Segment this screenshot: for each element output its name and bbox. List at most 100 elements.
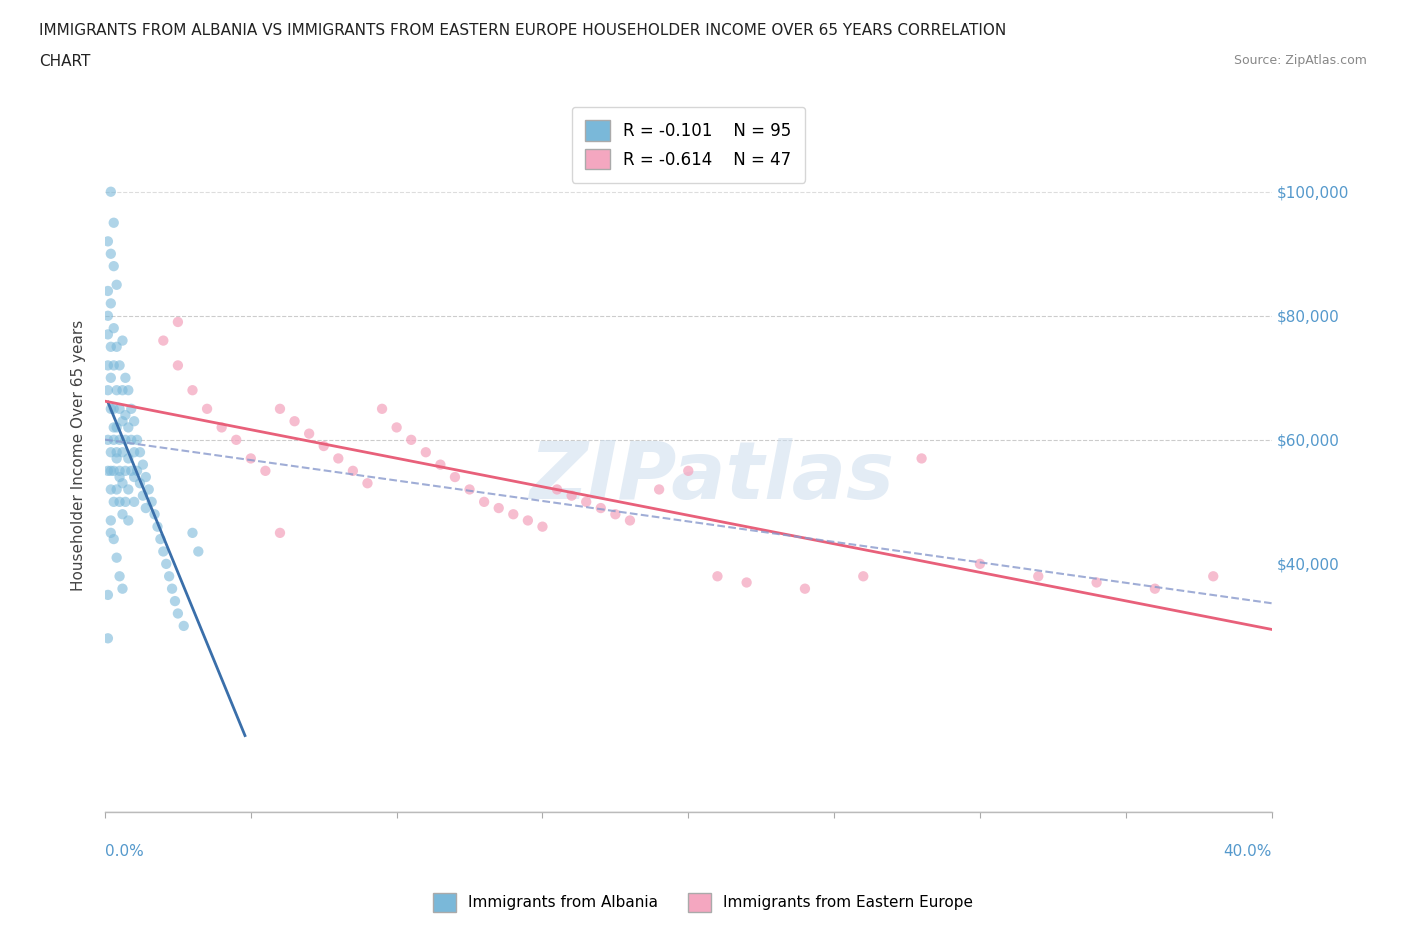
Point — [111, 581, 134, 596]
Text: 0.0%: 0.0% — [105, 844, 143, 859]
Point — [103, 259, 125, 273]
Point — [269, 525, 291, 540]
Point — [561, 488, 583, 503]
Point — [160, 581, 183, 596]
Point — [187, 544, 209, 559]
Point — [97, 309, 120, 324]
Point — [97, 284, 120, 299]
Point — [1143, 581, 1166, 596]
Point — [103, 420, 125, 435]
Point — [575, 495, 598, 510]
Point — [108, 358, 131, 373]
Point — [97, 234, 120, 249]
Point — [97, 432, 120, 447]
Point — [1085, 575, 1108, 590]
Point — [108, 569, 131, 584]
Point — [97, 358, 120, 373]
Point — [225, 432, 247, 447]
Point — [105, 551, 128, 565]
Point — [111, 507, 134, 522]
Point — [312, 439, 335, 454]
Point — [97, 383, 120, 398]
Point — [399, 432, 422, 447]
Point — [181, 383, 204, 398]
Point — [122, 495, 145, 510]
Point — [125, 463, 148, 478]
Text: CHART: CHART — [39, 54, 91, 69]
Point — [969, 556, 991, 571]
Point — [100, 296, 122, 311]
Point — [589, 500, 612, 515]
Point — [97, 588, 120, 603]
Point — [105, 383, 128, 398]
Point — [195, 402, 218, 417]
Point — [111, 414, 134, 429]
Point — [129, 476, 152, 491]
Point — [105, 451, 128, 466]
Point — [105, 277, 128, 292]
Point — [111, 383, 134, 398]
Point — [135, 470, 157, 485]
Point — [114, 407, 136, 422]
Point — [105, 482, 128, 497]
Point — [105, 420, 128, 435]
Legend: Immigrants from Albania, Immigrants from Eastern Europe: Immigrants from Albania, Immigrants from… — [426, 887, 980, 918]
Point — [111, 476, 134, 491]
Point — [298, 426, 321, 441]
Point — [125, 432, 148, 447]
Point — [100, 463, 122, 478]
Point — [100, 482, 122, 497]
Point — [100, 525, 122, 540]
Point — [103, 216, 125, 231]
Point — [211, 420, 233, 435]
Point — [100, 339, 122, 354]
Point — [97, 327, 120, 342]
Point — [429, 458, 451, 472]
Point — [100, 184, 122, 199]
Point — [546, 482, 568, 497]
Point — [129, 445, 152, 459]
Point — [120, 463, 142, 478]
Legend: R = -0.101    N = 95, R = -0.614    N = 47: R = -0.101 N = 95, R = -0.614 N = 47 — [572, 107, 804, 182]
Point — [117, 451, 139, 466]
Point — [103, 495, 125, 510]
Point — [108, 470, 131, 485]
Point — [167, 606, 190, 621]
Point — [103, 358, 125, 373]
Point — [105, 339, 128, 354]
Point — [105, 445, 128, 459]
Point — [114, 463, 136, 478]
Point — [152, 544, 174, 559]
Point — [167, 358, 190, 373]
Point — [117, 513, 139, 528]
Point — [138, 482, 160, 497]
Point — [794, 581, 817, 596]
Point — [155, 556, 177, 571]
Point — [117, 420, 139, 435]
Point — [135, 500, 157, 515]
Point — [117, 482, 139, 497]
Point — [531, 519, 554, 534]
Text: IMMIGRANTS FROM ALBANIA VS IMMIGRANTS FROM EASTERN EUROPE HOUSEHOLDER INCOME OVE: IMMIGRANTS FROM ALBANIA VS IMMIGRANTS FR… — [39, 23, 1007, 38]
Y-axis label: Householder Income Over 65 years: Householder Income Over 65 years — [72, 320, 86, 591]
Point — [97, 463, 120, 478]
Point — [488, 500, 510, 515]
Point — [114, 370, 136, 385]
Point — [472, 495, 495, 510]
Point — [100, 402, 122, 417]
Point — [152, 333, 174, 348]
Point — [100, 445, 122, 459]
Point — [108, 402, 131, 417]
Point — [1202, 569, 1225, 584]
Point — [648, 482, 671, 497]
Point — [735, 575, 758, 590]
Point — [103, 463, 125, 478]
Point — [356, 476, 378, 491]
Point — [114, 432, 136, 447]
Point — [103, 402, 125, 417]
Point — [149, 532, 172, 547]
Point — [284, 414, 307, 429]
Point — [444, 470, 467, 485]
Point — [108, 463, 131, 478]
Point — [120, 402, 142, 417]
